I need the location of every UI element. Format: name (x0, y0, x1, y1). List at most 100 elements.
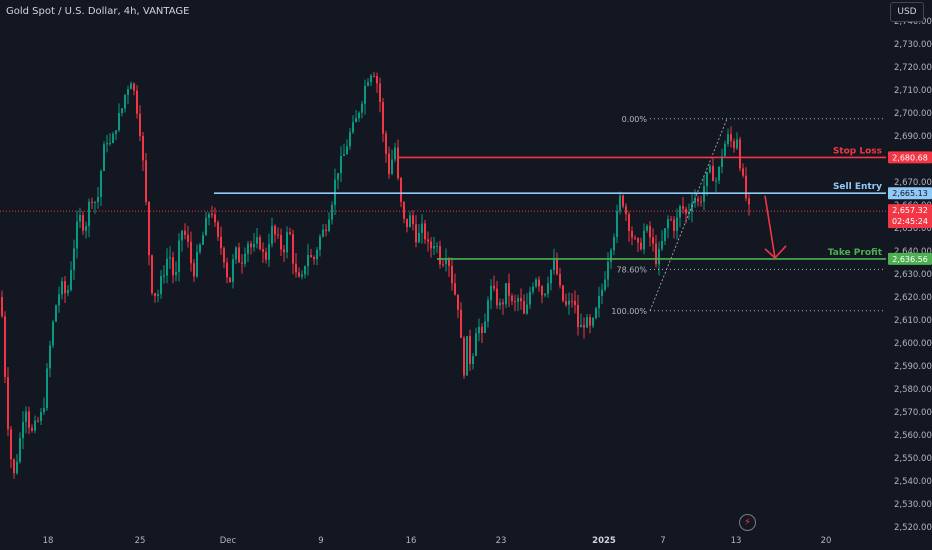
candle-body (712, 165, 714, 182)
candle-body (25, 411, 27, 423)
candle-body (55, 305, 57, 322)
x-tick-label: Dec (220, 536, 237, 546)
y-tick-label: 2,580.00 (894, 385, 932, 395)
lightning-icon[interactable]: ⚡ (739, 514, 756, 531)
level-name: Sell Entry (833, 182, 882, 192)
candle-body (613, 237, 615, 251)
candle-body (79, 215, 81, 222)
candle-body (154, 293, 156, 296)
candle-body (280, 235, 282, 250)
y-tick-label: 2,590.00 (894, 362, 932, 372)
level-price-tag (888, 252, 932, 265)
level-name: Take Profit (828, 248, 883, 258)
candle-body (190, 241, 192, 264)
candle-body (10, 429, 12, 460)
candle-body (517, 298, 519, 302)
candle-body (334, 179, 336, 205)
y-tick-label: 2,520.00 (894, 523, 932, 533)
candle-body (700, 201, 702, 203)
candle-body (505, 283, 507, 305)
candle-body (73, 248, 75, 270)
candle-body (37, 420, 39, 422)
candle-body (142, 135, 144, 161)
candle-body (652, 237, 654, 244)
candle-body (289, 232, 291, 235)
candle-body (568, 300, 570, 305)
candle-body (82, 215, 84, 231)
candle-body (490, 285, 492, 301)
candle-body (559, 273, 561, 286)
candle-body (187, 234, 189, 242)
level-price-text: 2,665.13 (892, 189, 928, 198)
candle-body (418, 232, 420, 243)
candle-body (607, 261, 609, 280)
candle-body (523, 301, 525, 314)
x-tick-label: 18 (43, 536, 54, 546)
candle-body (556, 259, 558, 274)
candle-body (358, 112, 360, 119)
candle-body (244, 253, 246, 264)
candle-body (199, 244, 201, 252)
candle-body (166, 258, 168, 276)
candle-body (16, 461, 18, 474)
candle-body (421, 223, 423, 233)
candle-body (733, 141, 735, 149)
candle-body (619, 195, 621, 211)
candle-body (535, 279, 537, 287)
candle-body (685, 208, 687, 214)
candle-body (346, 146, 348, 155)
candle-body (655, 243, 657, 265)
y-tick-label: 2,740.00 (894, 17, 932, 27)
candle-body (40, 412, 42, 421)
candle-body (298, 272, 300, 277)
candle-body (634, 237, 636, 239)
candle-body (457, 294, 459, 310)
candle-body (463, 337, 465, 376)
candle-body (148, 202, 150, 256)
fib-level-label: 78.60% (616, 265, 647, 274)
candle-body (730, 134, 732, 142)
candle-body (454, 283, 456, 295)
candle-body (304, 266, 306, 275)
candle-body (310, 255, 312, 258)
candle-body (112, 133, 114, 143)
last-price-countdown: 02:45:24 (892, 217, 928, 226)
candle-body (676, 217, 678, 232)
candle-body (184, 230, 186, 235)
candle-body (124, 94, 126, 109)
candle-body (658, 248, 660, 265)
candle-body (547, 283, 549, 294)
candle-body (175, 271, 177, 276)
candle-body (478, 326, 480, 334)
candle-body (589, 317, 591, 326)
candle-body (616, 210, 618, 238)
fib-level-label: 0.00% (622, 115, 648, 124)
candle-body (319, 236, 321, 250)
currency-button[interactable]: USD (890, 2, 924, 22)
candle-body (376, 76, 378, 84)
candle-body (436, 245, 438, 247)
candle-body (193, 263, 195, 277)
candle-body (541, 286, 543, 296)
y-tick-label: 2,670.00 (894, 178, 932, 188)
candle-body (118, 113, 120, 131)
y-tick-label: 2,690.00 (894, 132, 932, 142)
candle-body (277, 234, 279, 236)
candle-body (355, 118, 357, 123)
x-tick-label: 25 (135, 536, 146, 546)
candle-body (379, 83, 381, 103)
candle-body (604, 279, 606, 290)
y-tick-label: 2,620.00 (894, 293, 932, 303)
candle-body (52, 321, 54, 346)
candle-body (553, 259, 555, 271)
candle-body (88, 201, 90, 227)
candle-body (367, 82, 369, 86)
candle-body (205, 217, 207, 236)
candle-body (424, 223, 426, 240)
candle-body (511, 295, 513, 302)
candle-body (502, 302, 504, 305)
candle-body (265, 251, 267, 260)
x-tick-label: 7 (660, 536, 665, 546)
